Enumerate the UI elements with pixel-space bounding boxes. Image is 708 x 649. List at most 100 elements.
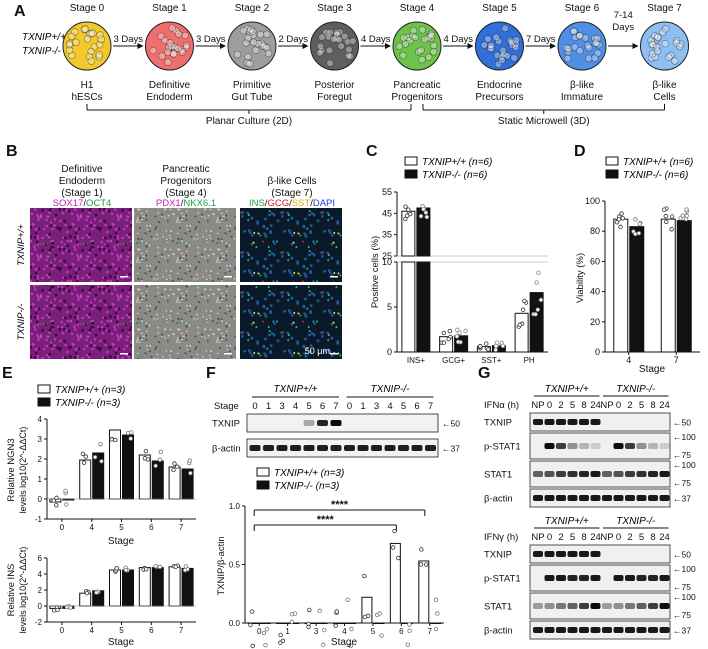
blot-band [303,445,315,451]
blot-band [590,419,601,425]
data-point [171,467,176,473]
blot-band [567,419,578,425]
genotype-wt-label: TXNIP+/+ [22,32,66,43]
legend-swatch-ko [37,397,51,407]
cell [406,36,414,45]
genotype-ko-label: TXNIP-/- [371,384,411,395]
stage-arrowhead [467,43,474,49]
marker-name: / [83,198,86,209]
data-point [278,640,283,645]
cell [417,46,425,55]
genotype-wt-label: TXNIP+/+ [545,516,589,527]
stage-arrowhead [220,43,226,49]
cell [97,35,105,44]
treatment-label: IFNγ (h) [484,532,518,543]
marker-name: GCG [267,198,289,209]
blot-band [317,420,328,426]
cell [333,30,341,39]
micrograph-title: β-like Cells [267,176,316,187]
cell [484,35,492,43]
cell [424,34,433,42]
blot-band [371,445,382,451]
scale-bar [120,353,128,355]
y-tick-label: 80 [590,226,600,236]
panel-letter-f: F [206,365,216,382]
cell [594,49,602,57]
marker-name: SOX17 [53,198,84,209]
lane-label: 5 [639,532,644,543]
blot-band [636,471,647,477]
blot-band [613,443,624,449]
blot-band [344,445,355,451]
cell [510,54,518,62]
cell [87,29,95,38]
y-tick-label: 100 [585,196,600,206]
stage-name: H1 [81,80,94,91]
x-tick-label: PH [524,356,535,365]
data-point [538,297,544,303]
arrow-duration: 7-14 [614,10,633,21]
lane-label: 0 [547,400,552,411]
blot-row-label: STAT1 [484,470,512,481]
blot-band [533,419,543,425]
blot-band [613,603,624,609]
data-point [153,563,158,569]
blot-band [602,627,612,633]
cell [430,41,438,50]
x-tick-label: INS+ [407,356,425,365]
blot-band [357,445,369,451]
lane-label: 8 [650,400,655,411]
blot-band [579,551,589,557]
stage-arrowhead [632,43,639,49]
cell [87,57,96,65]
cell [401,40,410,48]
data-point [64,502,69,507]
cell [182,41,191,50]
data-point [68,605,73,610]
bar-wt [138,567,151,607]
blot-band [613,575,624,581]
blot-band [579,419,589,425]
stage-7-organoid [640,21,689,71]
x-tick-label: 3 [314,627,319,636]
x-tick-label: 0 [60,626,65,635]
micrograph-title: (Stage 4) [165,188,206,199]
x-tick-label: 6 [149,523,154,532]
data-point [669,214,675,219]
bar-wt [333,622,344,624]
data-point [317,608,322,614]
cell [501,24,509,33]
micrograph-image [240,208,342,282]
lane-label: 5 [639,400,644,411]
panel-letter-b: B [6,143,18,160]
panel-letter-c: C [366,143,378,160]
mw-marker: ←50 [673,550,691,560]
lane-label: NP [531,532,544,543]
cell [571,33,580,42]
data-point [664,219,669,224]
data-point [418,562,424,567]
significance-marker: **** [331,499,349,511]
cell [404,33,412,42]
data-point [493,347,498,352]
stage-arrowhead [302,43,309,49]
cell [96,31,104,39]
cell [492,33,500,42]
cell [170,50,178,58]
marker-name: OCT4 [86,198,111,209]
data-point [424,214,430,220]
data-point [333,623,338,628]
cell [244,34,252,42]
panel-g: TXNIP+/+ TXNIP-/-IFNα (h) NP 0 2 5 8 24 NP 0 2 5 8 24… [484,384,696,640]
legend-swatch-wt [605,156,619,166]
cell [570,43,579,51]
cell [261,43,269,51]
data-point [92,454,98,460]
arrow-duration: Days [612,22,634,33]
lane-label: 1 [266,401,271,412]
cell [263,44,271,52]
cell [581,34,590,42]
cell [591,54,599,62]
bar-ko [676,220,692,353]
